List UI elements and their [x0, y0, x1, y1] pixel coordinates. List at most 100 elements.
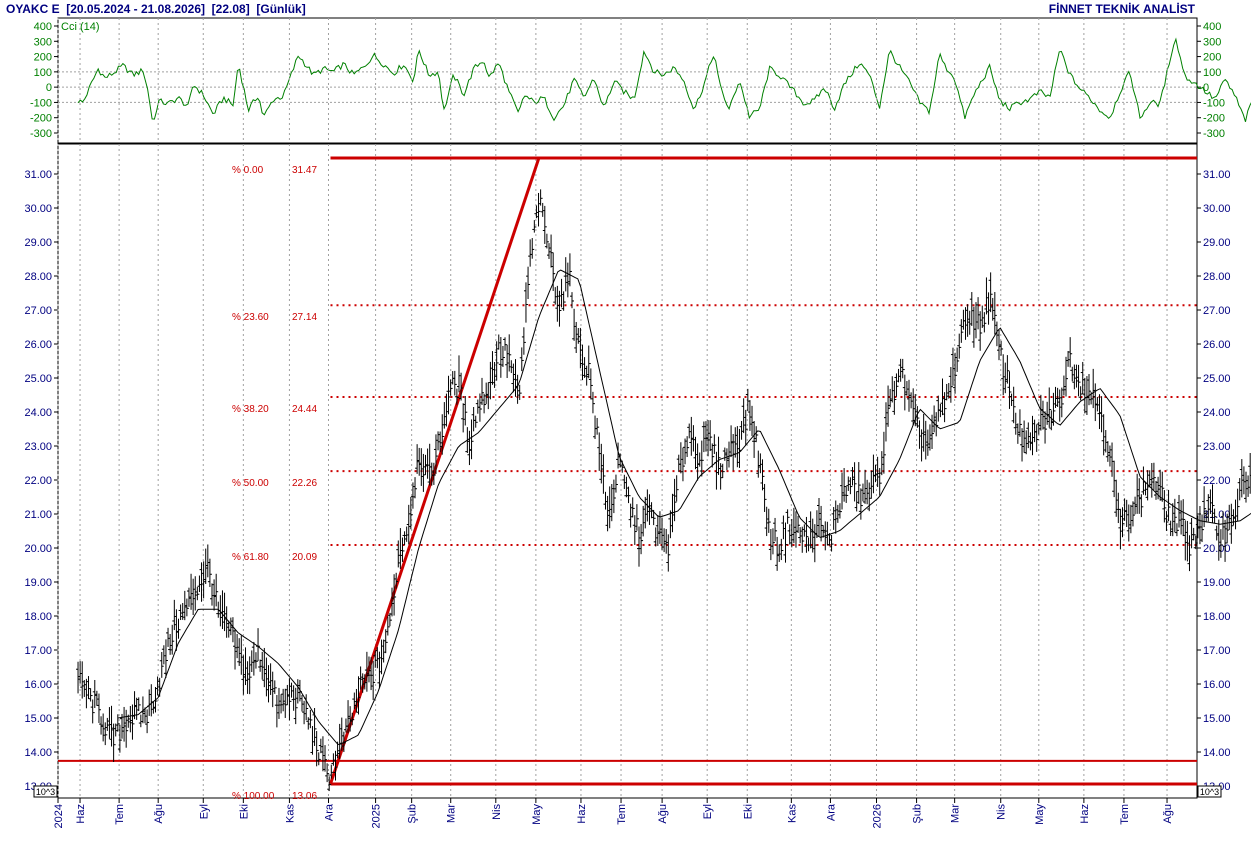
price-bar [519, 347, 524, 372]
price-bar [561, 291, 566, 311]
scale-badge-0 [33, 785, 58, 798]
price-bar [932, 405, 937, 433]
price-bar [1235, 488, 1240, 522]
price-bar [149, 684, 154, 717]
price-bar [662, 528, 667, 553]
price-bar [708, 420, 713, 452]
price-bar [829, 534, 834, 552]
cci-ytick-label: -300 [1203, 128, 1225, 140]
price-bar [837, 503, 842, 519]
fib-level-label: % 38.20 [232, 404, 269, 415]
price-ytick-label: 27.00 [24, 305, 52, 317]
price-bar [329, 764, 334, 779]
price-bar [1237, 478, 1242, 501]
price-bar [806, 537, 811, 552]
price-bar [695, 443, 700, 481]
price-bar [858, 488, 863, 520]
price-bar [565, 262, 570, 298]
price-bar [117, 724, 122, 753]
price-bar [90, 699, 95, 724]
price-bar [161, 645, 166, 665]
price-bar [551, 252, 556, 291]
price-panel[interactable]: 31.00 31.00 30.00 30.00 29.00 29.00 28.00 28.00… [24, 143, 1251, 802]
price-bar [603, 491, 608, 510]
price-bar [452, 370, 457, 396]
price-bar [739, 420, 744, 440]
cci-ytick-label: 200 [1203, 52, 1221, 64]
price-bar [785, 509, 790, 524]
price-bar [1170, 503, 1175, 537]
price-bar [701, 421, 706, 453]
price-bar [325, 763, 330, 783]
price-bar [333, 750, 338, 781]
price-bar [266, 665, 271, 703]
price-bar [128, 705, 133, 733]
price-bar [607, 486, 612, 529]
price-bar [959, 319, 964, 343]
price-bar [1149, 463, 1154, 498]
price-bar [461, 403, 466, 433]
price-bar [1200, 514, 1205, 543]
price-bar [316, 752, 321, 766]
price-bar [122, 706, 127, 742]
price-bar [96, 693, 101, 723]
price-bar [1049, 410, 1054, 431]
price-bar [1181, 499, 1186, 537]
price-bar [82, 680, 87, 697]
price-bar [394, 572, 399, 589]
price-bar [268, 663, 273, 695]
price-bar [848, 477, 853, 495]
price-bar [515, 374, 520, 404]
price-bar [840, 472, 845, 510]
price-bar [925, 429, 930, 456]
price-bar [919, 429, 924, 462]
price-ytick-label: 30.00 [1203, 203, 1231, 215]
price-bar [536, 192, 541, 227]
price-bar [894, 373, 899, 397]
price-bar [982, 312, 987, 333]
x-tick-label: Ağu [657, 804, 669, 824]
chart-header: OYAKC E [20.05.2024 - 21.08.2026] [22.08… [0, 0, 1251, 18]
price-bar [287, 678, 292, 721]
price-bar [791, 507, 796, 544]
price-bar [628, 503, 633, 528]
price-ytick-label: 14.00 [24, 747, 52, 759]
price-bar [733, 427, 738, 458]
x-tick-label: Ağu [1162, 804, 1174, 824]
x-tick-label: Haz [1079, 804, 1091, 824]
cci-ytick-label: 300 [34, 36, 52, 48]
cci-panel[interactable]: 400 400 300 300 200 200 100 100 0 0 -100 -100 -200 -2… [30, 17, 1251, 144]
price-bar [578, 327, 583, 369]
price-bar [168, 633, 173, 655]
price-bar [626, 486, 631, 504]
price-bar [944, 383, 949, 401]
price-bar [356, 676, 361, 715]
price-bar [203, 548, 208, 584]
price-bar [1034, 424, 1039, 452]
price-bar [320, 736, 325, 772]
price-bar [1105, 441, 1110, 462]
price-bar [553, 287, 558, 305]
price-bar [1072, 364, 1077, 390]
price-bar [802, 524, 807, 537]
price-bar [138, 714, 143, 728]
price-bar [869, 470, 874, 499]
price-bar [281, 688, 286, 712]
price-bar [1043, 411, 1048, 444]
price-bar [166, 627, 171, 647]
price-bar [1078, 386, 1083, 401]
price-bar [488, 361, 493, 400]
price-bar [1093, 383, 1098, 422]
price-bar [911, 388, 916, 426]
fib-level-label: % 50.00 [232, 478, 269, 489]
price-bar [971, 306, 976, 348]
price-bar [877, 468, 882, 496]
price-bar [1151, 462, 1156, 490]
price-ytick-label: 21.00 [1203, 509, 1231, 521]
price-bar [1139, 494, 1144, 518]
cci-ytick-label: -200 [1203, 113, 1225, 125]
price-bar [1036, 421, 1041, 435]
cci-ytick-label: -200 [30, 113, 52, 125]
price-bar [555, 285, 560, 322]
